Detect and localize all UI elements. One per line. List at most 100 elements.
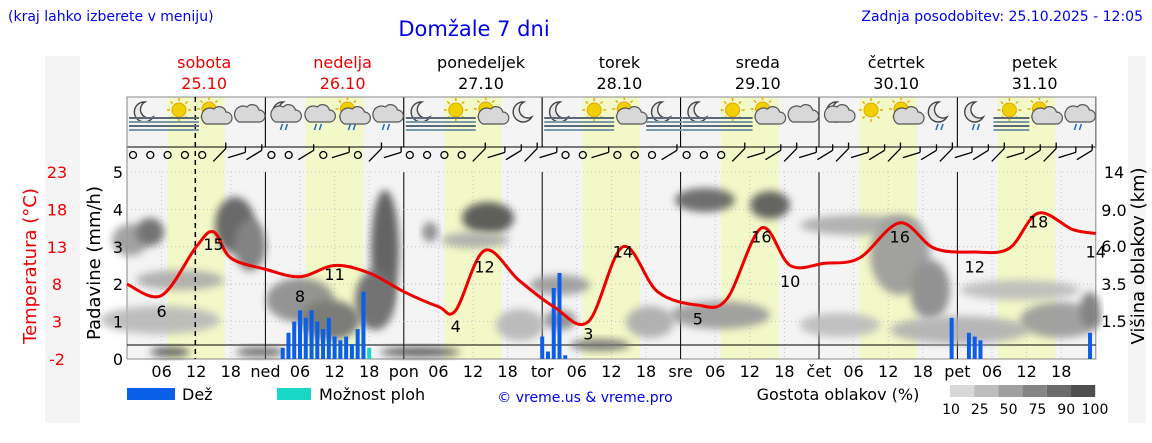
x-tick-label: 12 [878,362,898,381]
wind-barb-icon [1006,151,1025,159]
temperature-tick: 13 [47,238,67,257]
right-axis-panel [1128,56,1146,423]
cloud-patch [496,309,544,341]
legend-shower-label: Možnost ploh [319,385,425,404]
x-tick-label: 12 [740,362,760,381]
x-tick-label: 06 [843,362,863,381]
rain-bar [321,329,326,359]
wind-barb-icon [850,151,869,159]
density-step-label: 100 [1082,402,1109,418]
cloud-patch [236,347,284,357]
rain-icon [976,123,981,131]
wind-calm-icon [561,150,570,160]
cloud-icon [200,106,233,125]
wind-barb-icon [816,149,834,161]
x-tick-label: 06 [982,362,1002,381]
wind-barb-icon [246,149,263,161]
sun-ray [615,99,619,104]
cloud-density-map [100,188,1100,357]
sun-ray [491,99,495,104]
temperature-label: 3 [583,325,593,344]
wind-calm-icon [717,150,726,160]
precipitation-axis-title: Padavine (mm/h) [84,186,105,340]
temperature-label: 12 [474,257,494,276]
x-tick-label: 06 [567,362,587,381]
sun-icon [863,102,879,118]
x-tick-label: 12 [463,362,483,381]
location-hint[interactable]: (kraj lahko izberete v meniju) [8,9,214,25]
sun-ray [630,99,634,104]
day-date: 25.10 [181,74,227,93]
wind-barb-icon [783,148,798,162]
sun-ray [1030,99,1034,104]
rain-icon [386,123,391,131]
precipitation-tick: 4 [113,200,123,219]
cloud-patch [1080,292,1100,328]
sun-icon [1001,102,1017,118]
wind-barb-icon [591,151,609,159]
wind-calm-icon [198,150,207,160]
rain-bar [344,336,349,359]
wind-calm-icon [146,150,155,160]
rain-icon [1073,123,1078,131]
day-name: četrtek [868,53,926,72]
rain-icon [284,123,289,131]
sun-ray [214,99,219,104]
chart-title: Domžale 7 dni [398,17,549,41]
wind-calm-icon [319,150,328,160]
wind-calm-icon [422,150,432,160]
temperature-label: 5 [693,310,703,329]
precipitation-tick: 1 [113,313,123,332]
density-step-label: 75 [1028,402,1046,418]
x-tick-label: 18 [359,362,379,381]
wind-barb-icon [920,149,937,161]
cloud-patch [441,232,509,248]
wind-barb-icon [765,149,782,161]
wind-calm-icon [457,150,466,160]
temperature-tick: 18 [47,200,67,219]
x-tick-label: sre [668,362,692,381]
sun-ray [1015,100,1019,105]
x-tick-label: 12 [324,362,344,381]
wind-barb-icon [731,148,746,162]
y-axes: 23181383-2543210149.06.03.51.5Temperatur… [20,163,1149,369]
temperature-label: 12 [965,257,985,276]
day-date: 28.10 [596,74,642,93]
sun-ray [600,100,604,105]
wind-barb-icon [1024,149,1041,161]
sun-ray [891,99,896,104]
wind-calm-icon [613,150,622,160]
sun-icon [725,102,741,118]
cloud-patch [960,280,1080,300]
wind-barb-icon [661,149,678,161]
rain-bar [557,272,562,359]
wind-barb-icon [835,148,850,162]
temperature-label: 14 [613,242,633,261]
wind-calm-icon [163,150,172,160]
temperature-tick: 8 [52,275,62,294]
wind-calm-icon [128,150,138,160]
wind-calm-icon [440,150,449,160]
wind-calm-icon [267,150,276,160]
moon-icon [964,101,986,123]
wind-calm-icon [682,150,691,160]
density-step-label: 90 [1057,402,1075,418]
day-name: sobota [177,53,231,72]
credit[interactable]: © vreme.us & vreme.pro [497,390,672,406]
day-name: sreda [736,53,780,72]
x-tick-label: 18 [497,362,517,381]
cloud-patch [1020,302,1100,338]
left-axis-panel [45,56,80,423]
wind-barb-icon [1058,151,1076,159]
wind-calm-icon [699,150,709,160]
x-tick-label: ned [250,362,280,381]
cloud-patch [234,219,266,271]
rain-icon [279,123,284,131]
sun-icon [448,102,464,118]
cloud-patch [570,339,630,351]
temperature-line [126,211,1097,326]
rain-icon [318,123,323,131]
moon-icon [133,101,155,123]
cloud-patch [910,260,950,320]
cloud-height-tick: 3.5 [1101,275,1126,294]
